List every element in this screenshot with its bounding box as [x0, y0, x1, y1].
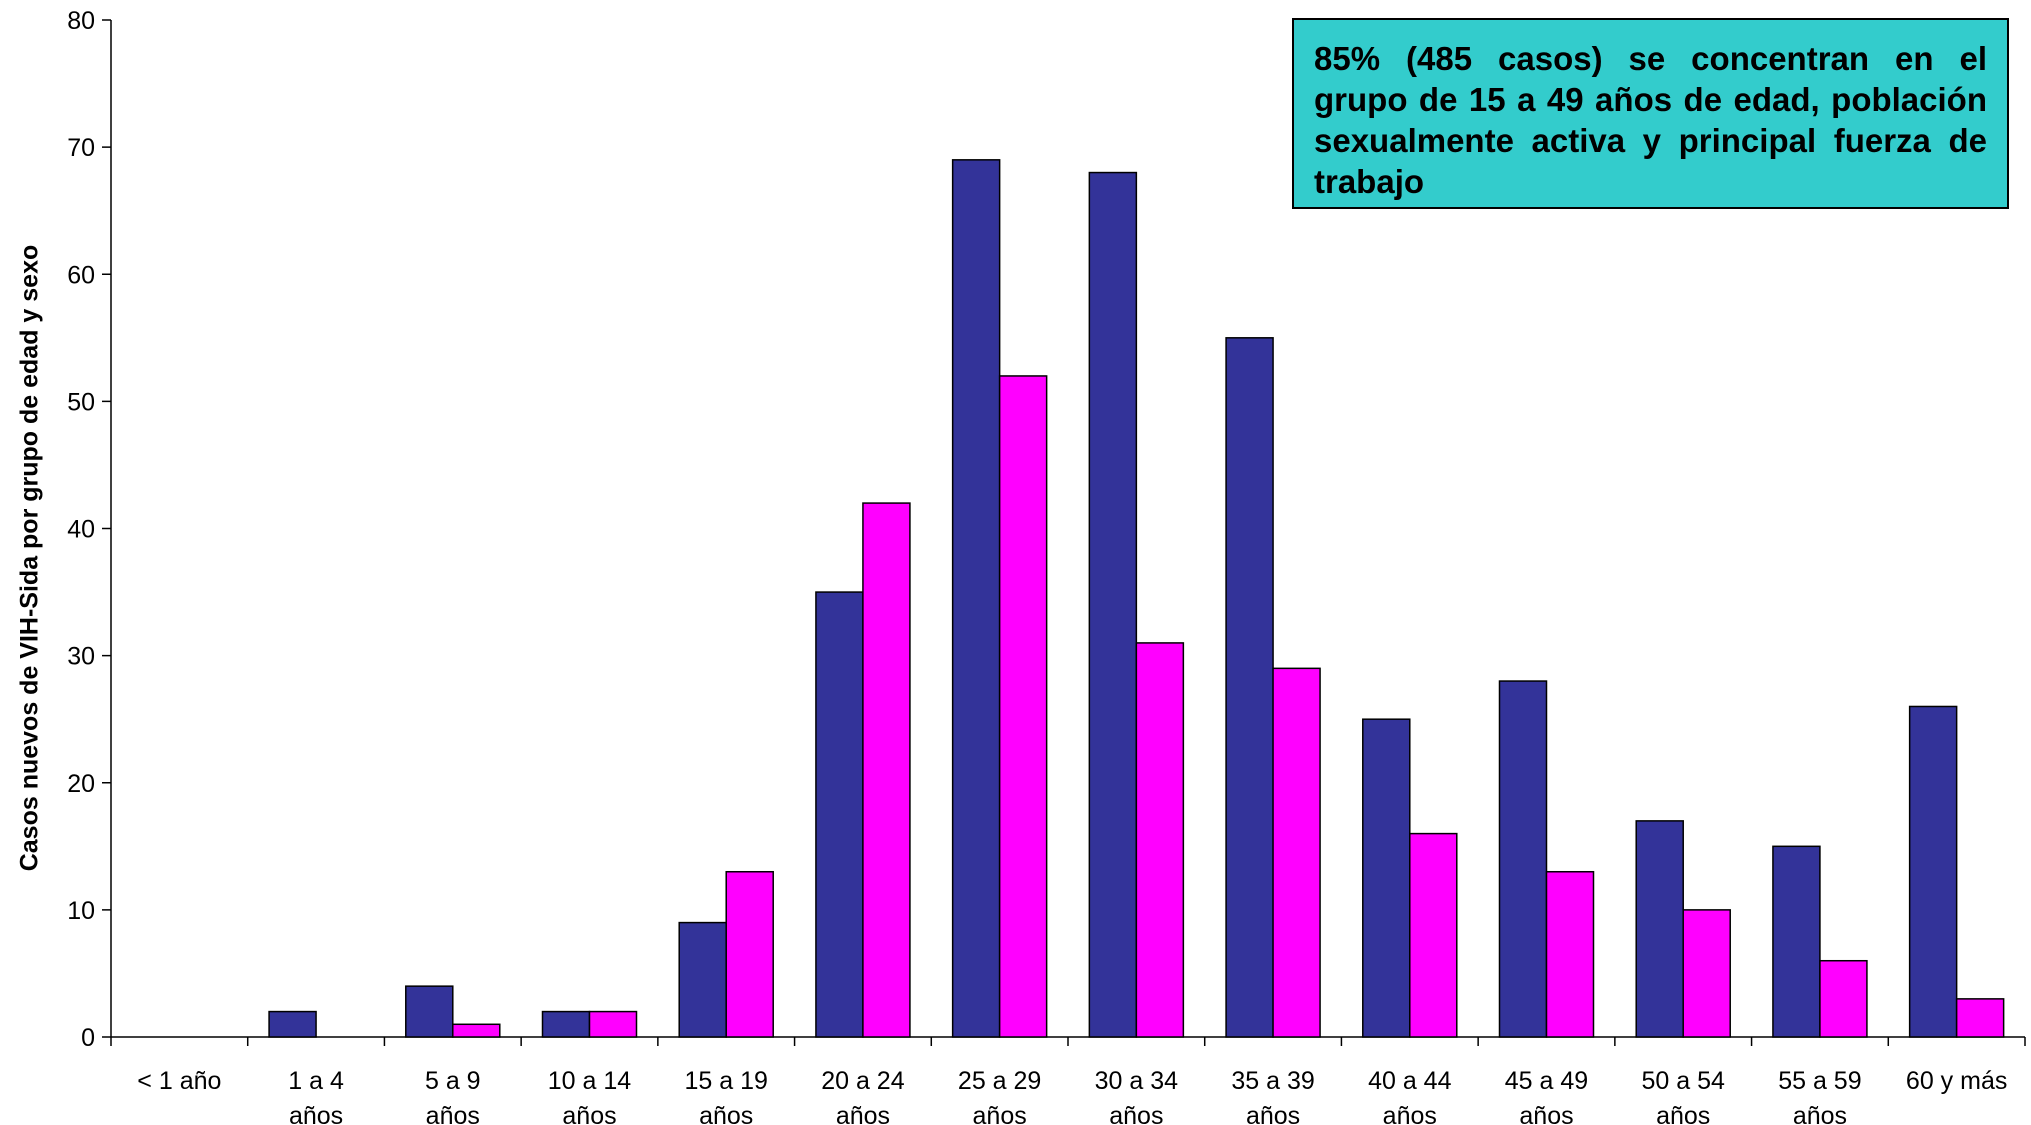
y-tick-label: 40 — [67, 516, 95, 544]
x-tick-label: años — [836, 1102, 890, 1125]
bar — [588, 1010, 638, 1038]
x-tick-label: 5 a 9 — [425, 1067, 481, 1095]
bar — [1955, 998, 2005, 1038]
x-tick-label: < 1 año — [137, 1067, 221, 1095]
x-tick-label: años — [1383, 1102, 1437, 1125]
bar — [951, 159, 1001, 1038]
tick-labels: 0 10 20 30 40 50 60 70 80 < 1 año 1 a 4 años 5 a 9 añ… — [67, 7, 2007, 1125]
x-tick-label: 25 a 29 — [958, 1067, 1041, 1095]
bar — [678, 921, 727, 1038]
x-tick-label: 30 a 34 — [1095, 1067, 1179, 1095]
y-axis-label-text: Casos nuevos de VIH-Sida por grupo de ed… — [15, 244, 44, 872]
x-tick-label: años — [1246, 1102, 1300, 1125]
x-tick-label: 10 a 14 — [548, 1067, 632, 1095]
bar — [1362, 718, 1411, 1038]
bar — [815, 591, 864, 1038]
y-tick-label: 10 — [67, 897, 95, 925]
y-tick-label: 50 — [67, 388, 95, 416]
annotation-box: 85% (485 casos) se concentran en el grup… — [1292, 18, 2009, 209]
y-tick-label: 60 — [67, 261, 95, 289]
x-tick-label: años — [1656, 1102, 1710, 1125]
x-tick-label: 55 a 59 — [1778, 1067, 1861, 1095]
x-tick-label: 60 y más — [1906, 1067, 2007, 1095]
y-tick-label: 0 — [81, 1024, 95, 1052]
bar — [1545, 870, 1595, 1038]
x-tick-label: años — [289, 1102, 343, 1125]
x-tick-label: 45 a 49 — [1505, 1067, 1588, 1095]
bar — [1635, 820, 1684, 1038]
x-tick-label: años — [1519, 1102, 1573, 1125]
bar — [1135, 642, 1185, 1038]
x-tick-label: 40 a 44 — [1368, 1067, 1452, 1095]
bar — [1908, 705, 1958, 1038]
bar — [405, 985, 454, 1038]
x-tick-label: 1 a 4 — [288, 1067, 344, 1095]
bar — [1498, 680, 1548, 1038]
x-tick-label: 50 a 54 — [1642, 1067, 1726, 1095]
x-tick-label: años — [562, 1102, 616, 1125]
y-tick-label: 70 — [67, 134, 95, 162]
x-tick-label: 20 a 24 — [821, 1067, 905, 1095]
x-tick-label: años — [699, 1102, 753, 1125]
bar — [862, 502, 911, 1038]
bar — [452, 1023, 501, 1038]
bar — [998, 375, 1048, 1038]
bar — [1772, 845, 1821, 1038]
x-tick-label: años — [426, 1102, 480, 1125]
y-tick-label: 80 — [67, 7, 95, 35]
x-tick-label: años — [1109, 1102, 1163, 1125]
x-tick-label: 35 a 39 — [1231, 1067, 1314, 1095]
y-tick-label: 30 — [67, 643, 95, 671]
bar — [268, 1010, 317, 1038]
x-tick-label: años — [973, 1102, 1027, 1125]
bar — [541, 1010, 591, 1038]
x-tick-label: años — [1793, 1102, 1847, 1125]
bar — [725, 870, 774, 1038]
y-tick-label: 20 — [67, 770, 95, 798]
bar — [1225, 337, 1274, 1038]
bar — [1272, 667, 1321, 1038]
bars — [268, 159, 2005, 1038]
bar — [1819, 959, 1868, 1038]
x-tick-label: 15 a 19 — [685, 1067, 768, 1095]
bar — [1088, 171, 1138, 1038]
bar — [1682, 909, 1731, 1038]
bar — [1409, 832, 1458, 1038]
